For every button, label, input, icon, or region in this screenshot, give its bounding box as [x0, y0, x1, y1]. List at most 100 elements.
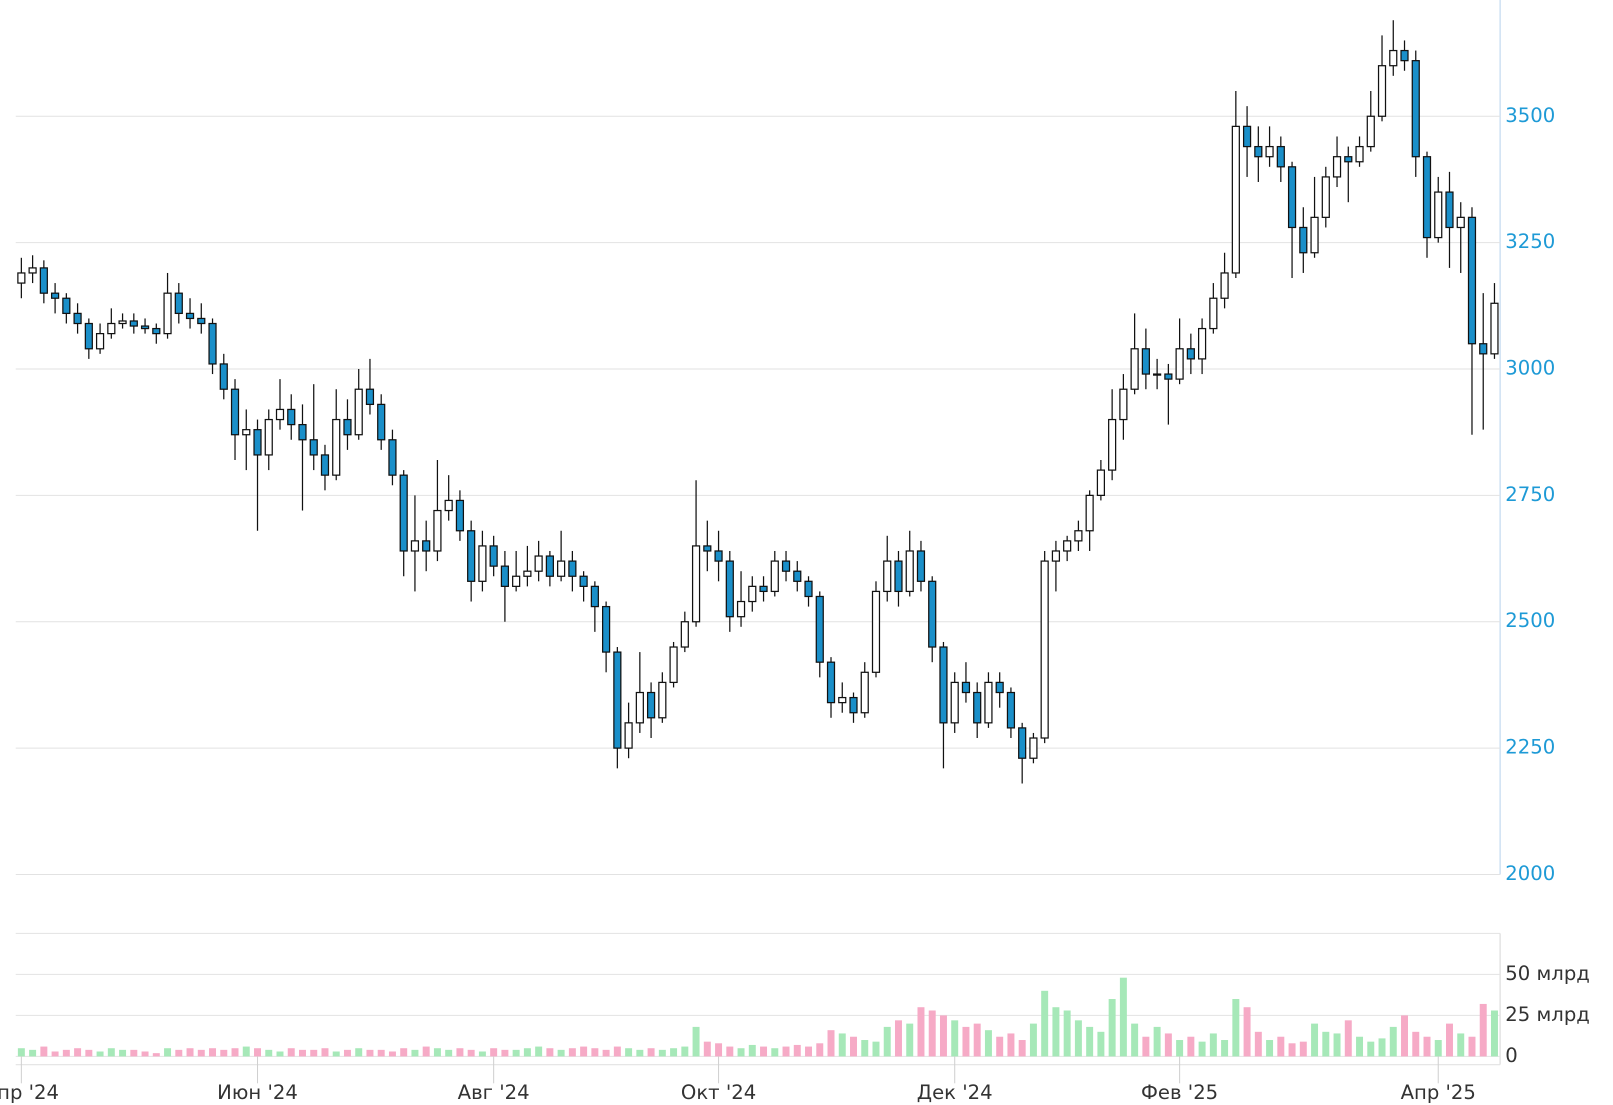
- candle-body: [961, 681, 971, 694]
- candle-body: [28, 267, 37, 274]
- volume-bar: [760, 1046, 768, 1057]
- volume-bar: [1131, 1023, 1139, 1057]
- volume-bar: [1378, 1038, 1386, 1057]
- candle-body: [815, 595, 824, 663]
- volume-bar: [1153, 1026, 1161, 1057]
- volume-bar: [984, 1030, 992, 1057]
- volume-bar: [1142, 1036, 1150, 1057]
- volume-bar: [62, 1049, 70, 1057]
- candle-body: [669, 646, 678, 684]
- candle-body: [388, 439, 397, 476]
- volume-bar: [613, 1046, 621, 1057]
- volume-bar: [512, 1049, 520, 1057]
- candle-body: [489, 545, 498, 567]
- volume-bar: [973, 1023, 981, 1057]
- candle-body: [163, 292, 172, 335]
- volume-bar: [894, 1020, 902, 1057]
- y-tick-label: 3000: [1505, 357, 1555, 380]
- volume-bar: [85, 1049, 93, 1057]
- candle-body: [1389, 49, 1398, 67]
- candle-body: [365, 388, 375, 406]
- volume-bar: [366, 1049, 374, 1057]
- candle-body: [84, 322, 93, 350]
- candle-body: [838, 696, 847, 704]
- volume-bar: [1052, 1007, 1060, 1057]
- volume-bar: [40, 1046, 48, 1057]
- candle-body: [1175, 348, 1184, 380]
- volume-bar: [568, 1048, 576, 1057]
- volume-bar: [74, 1048, 82, 1057]
- candle-body: [62, 297, 71, 315]
- candle-body: [1130, 348, 1139, 390]
- volume-bar: [939, 1015, 947, 1057]
- volume-bar: [658, 1049, 666, 1057]
- volume-bar: [591, 1048, 599, 1057]
- candle-body: [1467, 216, 1477, 345]
- volume-bar: [1412, 1031, 1420, 1057]
- candle-body: [95, 333, 105, 350]
- candle-body: [174, 292, 183, 315]
- volume-bar: [715, 1043, 723, 1057]
- candle-body: [1153, 373, 1162, 376]
- volume-bar: [17, 1048, 25, 1057]
- candle-body: [736, 600, 746, 618]
- volume-bar: [209, 1048, 217, 1057]
- volume-bar: [175, 1049, 183, 1057]
- volume-bar: [400, 1048, 408, 1057]
- volume-bar: [299, 1049, 306, 1057]
- volume-bar: [1299, 1041, 1307, 1057]
- volume-bar: [872, 1041, 880, 1057]
- candle-body: [635, 691, 644, 724]
- volume-bar: [1187, 1036, 1195, 1057]
- volume-bar: [771, 1048, 779, 1057]
- volume-bar: [276, 1051, 284, 1057]
- volume-bar: [490, 1048, 498, 1057]
- candle-body: [602, 605, 611, 653]
- candle-body: [275, 408, 285, 421]
- candle-body: [646, 691, 656, 719]
- candle-body: [703, 545, 712, 552]
- volume-bar: [883, 1026, 891, 1057]
- candle-body: [1490, 302, 1499, 355]
- candle-body: [1051, 550, 1061, 562]
- candle-body: [748, 585, 757, 603]
- volume-bar: [164, 1048, 172, 1057]
- x-tick-label: Дек '24: [917, 1081, 993, 1104]
- volume-bar: [433, 1048, 441, 1057]
- candle-body: [894, 560, 903, 593]
- volume-bar: [1333, 1033, 1341, 1057]
- volume-bar: [1176, 1040, 1184, 1057]
- volume-bar: [1007, 1033, 1015, 1057]
- volume-bar: [242, 1046, 250, 1057]
- x-tick-label: Авг '24: [458, 1081, 530, 1104]
- volume-bar: [467, 1049, 475, 1057]
- candle-body: [995, 681, 1004, 694]
- candle-body: [73, 312, 82, 325]
- candle-body: [433, 509, 442, 552]
- candle-body: [770, 560, 779, 593]
- volume-bar: [737, 1048, 745, 1057]
- volume-bar: [647, 1048, 655, 1057]
- candle-body: [140, 325, 150, 330]
- volume-bar: [1389, 1026, 1397, 1057]
- volume-bar: [1041, 990, 1049, 1057]
- volume-bar: [1434, 1040, 1442, 1057]
- volume-bar: [265, 1049, 273, 1057]
- candle-body: [534, 555, 543, 572]
- candle-body: [1400, 49, 1409, 62]
- volume-bar: [928, 1010, 936, 1057]
- candle-body: [984, 681, 993, 724]
- candle-body: [905, 550, 914, 593]
- candle-body: [950, 681, 959, 724]
- volume-bar: [602, 1049, 610, 1057]
- candle-body: [219, 363, 228, 390]
- volume-bar: [478, 1051, 486, 1057]
- volume-bar: [557, 1049, 565, 1057]
- volume-bar: [1232, 999, 1240, 1057]
- candle-body: [916, 550, 926, 582]
- candle-body: [377, 403, 386, 441]
- candle-body: [781, 560, 791, 572]
- volume-bar: [119, 1049, 127, 1057]
- candle-body: [1287, 166, 1297, 229]
